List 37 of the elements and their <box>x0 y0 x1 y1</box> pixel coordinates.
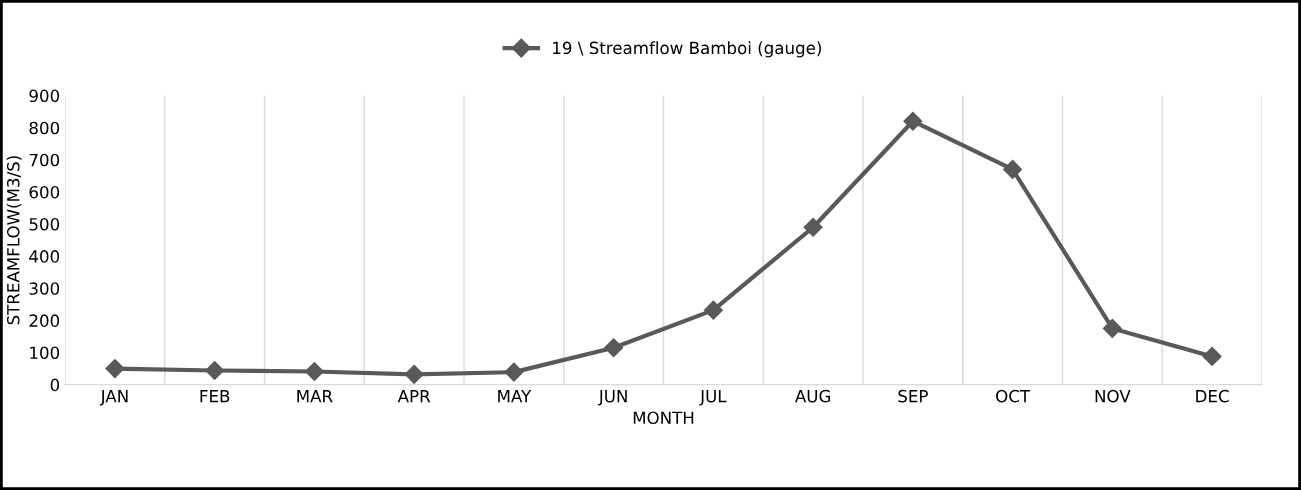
legend-label: 19 \ Streamflow Bamboi (gauge) <box>553 41 821 58</box>
point <box>105 359 125 379</box>
x-tick-label: JUN <box>597 390 627 406</box>
y-axis-title: STREAMFLOW(M3/S) <box>6 156 22 325</box>
point <box>304 361 324 382</box>
y-tick-label: 700 <box>29 153 60 167</box>
point <box>803 217 823 237</box>
x-tick-label: AUG <box>795 389 831 403</box>
y-tick-label: 400 <box>29 250 60 263</box>
point <box>1003 159 1023 179</box>
point <box>604 338 624 358</box>
y-tick-label: 300 <box>29 282 60 295</box>
point <box>404 364 424 384</box>
y-tick-label: 100 <box>30 346 60 360</box>
point <box>504 362 524 382</box>
y-tick-label: 900 <box>29 89 60 103</box>
point <box>205 360 225 381</box>
x-tick-label: OCT <box>996 389 1031 403</box>
y-tick-label: 600 <box>29 185 60 199</box>
x-tick-label: DEC <box>1196 389 1229 403</box>
point <box>703 300 723 320</box>
y-tick-label: 200 <box>29 314 60 327</box>
y-tick-label: 500 <box>29 218 60 231</box>
x-tick-label: MAY <box>498 390 532 403</box>
x-tick-label: MAR <box>297 390 333 403</box>
point <box>1102 318 1122 338</box>
x-tick-label: SEP <box>898 389 928 403</box>
x-axis-title: MONTH <box>633 411 694 425</box>
x-tick-label: JUL <box>699 390 727 406</box>
x-tick-label: NOV <box>1095 389 1131 403</box>
x-tick-label: JAN <box>99 390 128 406</box>
x-tick-label: FEB <box>200 390 230 403</box>
point <box>1202 346 1222 366</box>
x-tick-label: APR <box>397 390 431 403</box>
y-tick-label: 800 <box>29 121 60 135</box>
point <box>903 111 923 131</box>
y-tick-label: 0 <box>50 378 60 392</box>
